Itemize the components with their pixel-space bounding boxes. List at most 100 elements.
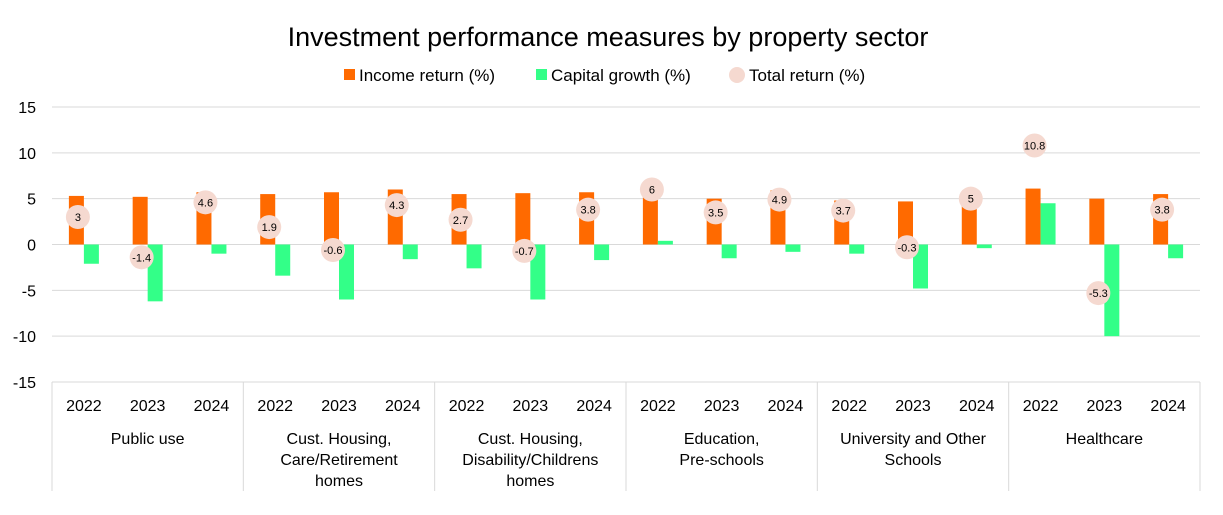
bar-capital-growth: [83, 244, 99, 264]
marker-total-return: [65, 205, 90, 229]
bar-capital-growth: [976, 244, 992, 249]
x-tick-label-year: 2022: [640, 398, 676, 415]
bar-capital-growth: [1168, 244, 1184, 259]
x-group-label: Cust. Housing, Care/Retirement homes: [280, 431, 398, 490]
bar-capital-growth: [849, 244, 865, 254]
chart-title: Investment performance measures by prope…: [288, 22, 929, 52]
total-return-data-label: -0.6: [324, 245, 343, 257]
legend-swatch-total: [729, 67, 745, 83]
x-tick-label-year: 2023: [513, 398, 549, 415]
marker-total-return: [576, 197, 601, 222]
bar-capital-growth: [339, 244, 354, 300]
marker-total-return: [703, 200, 728, 225]
x-tick-label-year: 2023: [321, 398, 357, 415]
x-group-label: Healthcare: [1066, 431, 1143, 448]
x-tick-label-year: 2023: [895, 398, 931, 415]
marker-total-return: [639, 177, 664, 202]
x-tick-label-year: 2022: [831, 398, 867, 415]
bar-income-return: [642, 192, 658, 245]
y-tick-label: -15: [13, 375, 36, 392]
bars: [68, 188, 1184, 337]
total-return-data-label: 4.6: [198, 197, 213, 209]
x-tick-label-year: 2022: [257, 398, 293, 415]
x-tick-label-year: 2022: [66, 398, 102, 415]
y-tick-label: 0: [27, 238, 36, 255]
bar-income-return: [1025, 188, 1041, 245]
bar-capital-growth: [721, 244, 737, 259]
total-return-data-label: 3: [75, 212, 81, 224]
bar-income-return: [898, 201, 913, 245]
total-return-data-label: 10.8: [1024, 141, 1045, 153]
marker-total-return: [193, 190, 218, 215]
bar-capital-growth: [657, 240, 673, 245]
legend: Income return (%) Capital growth (%) Tot…: [344, 66, 865, 85]
legend-label-income: Income return (%): [359, 66, 495, 85]
marker-total-return: [831, 198, 856, 223]
total-return-markers: 3 -1.4 4.6 1.9 -0.6 4.3 2.7 -0.7 3.8 6 3.5 4.9 3.7 -0…: [65, 133, 1175, 306]
total-return-data-label: -5.3: [1089, 288, 1108, 300]
bar-capital-growth: [402, 244, 418, 260]
total-return-data-label: 3.8: [580, 205, 595, 217]
x-tick-label-year: 2024: [194, 398, 230, 415]
total-return-data-label: 6: [649, 185, 655, 197]
total-return-data-label: 4.3: [389, 200, 404, 212]
marker-total-return: [767, 187, 792, 212]
total-return-data-label: 3.5: [708, 207, 723, 219]
total-return-data-label: 4.9: [772, 195, 787, 207]
total-return-data-label: 3.8: [1154, 205, 1169, 217]
marker-total-return: [321, 238, 345, 262]
bar-capital-growth: [275, 244, 291, 276]
bar-capital-growth: [211, 244, 227, 254]
bar-capital-growth: [913, 244, 928, 289]
bar-capital-growth: [530, 244, 546, 300]
x-axis: 2022 2023 2024 2022 2023 2024 2022 2023 2024 2022…: [51, 381, 1201, 491]
total-return-data-label: -1.4: [132, 252, 151, 264]
x-tick-label-year: 2024: [1150, 398, 1186, 415]
total-return-data-label: 3.7: [836, 206, 851, 218]
marker-total-return: [384, 193, 409, 218]
bar-income-return: [324, 192, 339, 245]
marker-total-return: [257, 215, 282, 240]
total-return-data-label: -0.7: [515, 246, 534, 258]
x-tick-label-year: 2024: [385, 398, 421, 415]
y-tick-label: -5: [22, 283, 36, 300]
x-tick-label-year: 2024: [959, 398, 995, 415]
x-group-label: Education, Pre-schools: [679, 431, 763, 469]
x-tick-label-year: 2022: [449, 398, 485, 415]
bar-income-return: [132, 196, 148, 245]
bar-income-return: [515, 193, 531, 245]
marker-total-return: [1022, 133, 1047, 158]
total-return-data-label: 1.9: [262, 222, 277, 234]
marker-total-return: [958, 186, 983, 211]
x-group-label: Public use: [111, 431, 185, 448]
x-tick-label-year: 2023: [704, 398, 740, 415]
legend-swatch-capital: [536, 69, 547, 80]
total-return-data-label: -0.3: [898, 242, 917, 254]
x-group-label: Cust. Housing, Disability/Childrens homes: [462, 431, 598, 490]
bar-income-return: [1089, 198, 1105, 245]
legend-label-capital: Capital growth (%): [551, 66, 691, 85]
y-tick-label: 5: [27, 192, 36, 209]
x-tick-label-year: 2024: [768, 398, 804, 415]
x-tick-label-year: 2023: [130, 398, 166, 415]
x-tick-label-year: 2024: [576, 398, 612, 415]
bar-capital-growth: [594, 244, 610, 261]
x-tick-label-year: 2022: [1023, 398, 1059, 415]
marker-total-return: [1150, 197, 1175, 222]
y-tick-label: 10: [18, 146, 36, 163]
total-return-data-label: 2.7: [453, 215, 468, 227]
y-tick-label: 15: [18, 100, 36, 117]
bar-capital-growth: [466, 244, 482, 269]
x-tick-label-year: 2023: [1087, 398, 1123, 415]
bar-capital-growth: [1040, 203, 1056, 245]
marker-total-return: [895, 235, 919, 260]
marker-total-return: [448, 207, 473, 232]
x-group-label: University and Other Schools: [840, 431, 987, 469]
legend-swatch-income: [344, 69, 355, 80]
marker-total-return: [1086, 281, 1111, 306]
bar-capital-growth: [785, 244, 801, 252]
bar-capital-growth: [1104, 244, 1120, 337]
y-tick-label: -10: [13, 329, 36, 346]
